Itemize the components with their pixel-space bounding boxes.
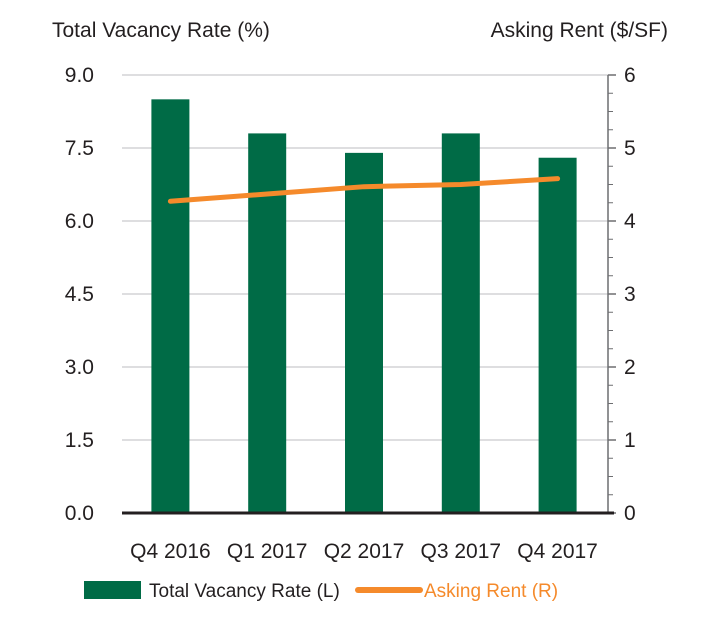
legend-bar-swatch [84, 581, 141, 599]
x-tick-label: Q1 2017 [227, 540, 308, 563]
left-tick-label: 6.0 [65, 210, 94, 233]
x-tick-label: Q3 2017 [421, 540, 502, 563]
left-axis-ticks: 0.0 1.5 3.0 4.5 6.0 7.5 9.0 [65, 64, 94, 525]
left-tick-label: 9.0 [65, 64, 94, 87]
bar-series [151, 99, 577, 513]
vacancy-bar [151, 99, 190, 513]
left-tick-label: 3.0 [65, 356, 94, 379]
left-tick-label: 0.0 [65, 502, 94, 525]
right-tick-label: 0 [624, 502, 636, 525]
legend-bar-label: Total Vacancy Rate (L) [149, 581, 340, 602]
right-tick-label: 1 [624, 429, 636, 452]
right-tick-label: 3 [624, 283, 636, 306]
right-tick-label: 4 [624, 210, 636, 233]
right-tick-label: 2 [624, 356, 636, 379]
legend-line-label: Asking Rent (R) [424, 581, 558, 602]
left-tick-label: 4.5 [65, 283, 94, 306]
left-tick-label: 1.5 [65, 429, 94, 452]
vacancy-bar [345, 152, 383, 513]
vacancy-bar [248, 133, 287, 513]
right-tick-label: 5 [624, 137, 636, 160]
x-tick-label: Q2 2017 [324, 540, 405, 563]
x-tick-label: Q4 2016 [130, 540, 211, 563]
right-tick-label: 6 [624, 64, 636, 87]
x-tick-label: Q4 2017 [517, 540, 598, 563]
right-axis: 0 1 2 3 4 5 6 [607, 64, 636, 525]
vacancy-bar [441, 133, 480, 513]
left-tick-label: 7.5 [65, 137, 94, 160]
asking-rent-line [167, 176, 561, 204]
right-axis-title: Asking Rent ($/SF) [491, 19, 668, 42]
line-series [167, 176, 561, 204]
legend: Total Vacancy Rate (L) Asking Rent (R) [84, 581, 558, 602]
x-axis-labels: Q4 2016 Q1 2017 Q2 2017 Q3 2017 Q4 2017 [130, 540, 598, 563]
vacancy-bar [538, 157, 577, 513]
left-axis-title: Total Vacancy Rate (%) [52, 19, 270, 42]
